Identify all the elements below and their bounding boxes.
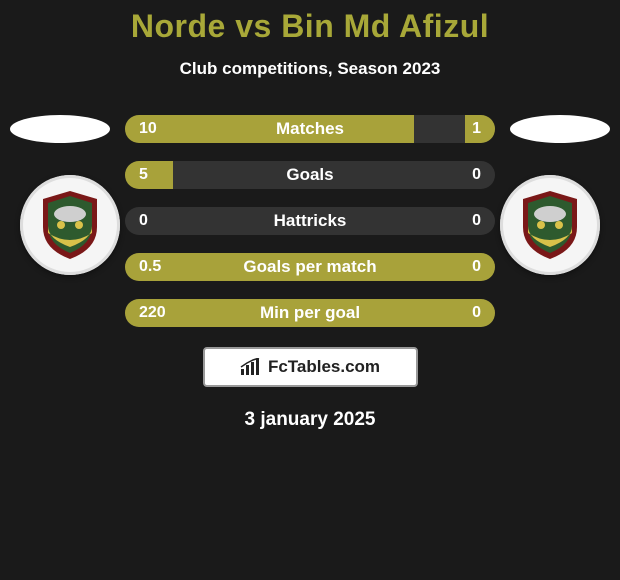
stat-bar: 0.5 0 Goals per match: [125, 253, 495, 281]
infographic-container: Norde vs Bin Md Afizul Club competitions…: [0, 0, 620, 431]
stat-bars: 10 1 Matches 5 0 Goals 0 0 Hattricks 0.5 0 Goals pe…: [125, 115, 495, 327]
stat-label: Min per goal: [260, 303, 360, 323]
stat-label: Goals: [286, 165, 333, 185]
crest-icon: [39, 189, 101, 261]
crest-icon: [519, 189, 581, 261]
stat-label: Goals per match: [243, 257, 376, 277]
stats-zone: 10 1 Matches 5 0 Goals 0 0 Hattricks 0.5 0 Goals pe…: [0, 115, 620, 327]
date-text: 3 january 2025: [0, 409, 620, 431]
stat-bar: 5 0 Goals: [125, 161, 495, 189]
stat-value-right: 0: [472, 304, 481, 322]
chart-icon: [240, 358, 262, 376]
bar-fill-left: [125, 161, 173, 189]
stat-value-left: 5: [139, 166, 148, 184]
page-title: Norde vs Bin Md Afizul: [0, 8, 620, 45]
stat-value-left: 0.5: [139, 258, 161, 276]
club-logo-left: [20, 175, 120, 275]
footer-brand-badge: FcTables.com: [203, 347, 418, 387]
stat-value-left: 0: [139, 212, 148, 230]
stat-value-right: 1: [472, 120, 481, 138]
stat-bar: 220 0 Min per goal: [125, 299, 495, 327]
subtitle: Club competitions, Season 2023: [0, 59, 620, 79]
stat-value-right: 0: [472, 166, 481, 184]
stat-value-left: 220: [139, 304, 166, 322]
stat-label: Matches: [276, 119, 344, 139]
player-right-placeholder: [510, 115, 610, 143]
stat-value-left: 10: [139, 120, 157, 138]
stat-label: Hattricks: [274, 211, 347, 231]
stat-value-right: 0: [472, 258, 481, 276]
stat-bar: 0 0 Hattricks: [125, 207, 495, 235]
player-left-placeholder: [10, 115, 110, 143]
bar-fill-left: [125, 115, 414, 143]
club-logo-right: [500, 175, 600, 275]
stat-value-right: 0: [472, 212, 481, 230]
footer-brand-text: FcTables.com: [268, 357, 380, 377]
stat-bar: 10 1 Matches: [125, 115, 495, 143]
